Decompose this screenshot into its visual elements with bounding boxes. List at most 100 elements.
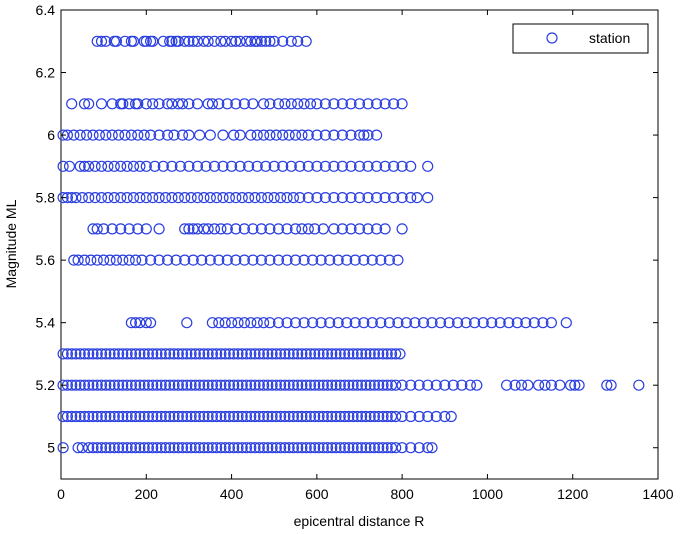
data-point: [57, 348, 69, 360]
data-point: [319, 160, 331, 172]
data-point: [503, 317, 515, 329]
data-point: [142, 348, 154, 360]
data-point: [151, 442, 163, 454]
data-point: [324, 254, 336, 266]
data-point: [383, 254, 395, 266]
data-point: [258, 317, 270, 329]
data-point: [83, 160, 95, 172]
data-point: [396, 98, 408, 110]
data-point: [270, 410, 282, 423]
data-point: [283, 442, 295, 454]
data-point: [360, 410, 372, 423]
data-point: [215, 223, 227, 235]
data-point: [72, 254, 84, 266]
data-point: [266, 348, 278, 360]
data-point: [213, 317, 225, 329]
data-point: [164, 442, 176, 454]
data-point: [520, 317, 532, 329]
data-point: [236, 379, 248, 391]
data-point: [362, 160, 374, 172]
data-point: [349, 254, 361, 266]
data-point: [326, 348, 338, 360]
data-point: [185, 192, 197, 204]
data-point: [413, 379, 425, 391]
data-point: [228, 379, 240, 391]
data-point: [353, 160, 366, 172]
data-point: [311, 192, 323, 204]
data-point: [368, 410, 380, 423]
data-point: [304, 98, 317, 110]
data-point: [157, 160, 169, 172]
data-point: [396, 160, 408, 172]
data-point: [83, 192, 95, 204]
data-point: [159, 348, 172, 360]
data-point: [258, 98, 270, 110]
data-point: [396, 442, 408, 454]
data-point: [309, 410, 321, 423]
data-point: [183, 129, 195, 141]
data-point: [385, 348, 398, 360]
data-point: [422, 160, 434, 172]
data-point: [302, 192, 314, 204]
data-point: [633, 379, 645, 391]
data-point: [258, 410, 270, 423]
data-point: [249, 442, 261, 454]
data-point: [251, 129, 263, 141]
data-point: [439, 379, 451, 391]
data-point: [268, 160, 280, 172]
data-point: [74, 348, 86, 360]
data-point: [121, 379, 133, 391]
data-point: [153, 192, 165, 204]
data-point: [292, 442, 304, 454]
data-point: [78, 348, 91, 360]
data-point: [87, 442, 99, 454]
data-point: [228, 410, 240, 423]
data-point: [251, 35, 263, 47]
data-point: [279, 410, 291, 423]
data-point: [330, 348, 342, 360]
data-point: [275, 410, 287, 423]
data-point: [61, 410, 74, 423]
data-point: [422, 410, 434, 423]
data-point: [277, 160, 289, 172]
data-point: [258, 442, 270, 454]
data-point: [238, 254, 250, 266]
data-points: [57, 35, 645, 454]
data-point: [104, 254, 116, 266]
data-point: [413, 442, 425, 454]
data-point: [281, 254, 293, 266]
data-point: [159, 379, 172, 391]
data-point: [142, 442, 154, 454]
data-point: [371, 160, 383, 172]
data-point: [213, 98, 225, 110]
data-point: [272, 98, 285, 110]
data-point: [219, 410, 231, 423]
data-point: [345, 129, 357, 141]
data-point: [381, 348, 393, 360]
data-point: [151, 410, 163, 423]
data-point: [353, 129, 366, 141]
data-point: [91, 348, 103, 360]
data-point: [385, 379, 398, 391]
data-point: [339, 410, 351, 423]
data-point: [339, 379, 351, 391]
data-point: [262, 410, 274, 423]
data-point: [87, 348, 99, 360]
data-point: [268, 192, 280, 204]
data-point: [189, 348, 201, 360]
data-point: [422, 192, 434, 204]
data-point: [381, 410, 393, 423]
data-point: [464, 379, 476, 391]
data-point: [191, 160, 204, 172]
data-point: [264, 129, 276, 141]
data-point: [262, 348, 274, 360]
data-point: [215, 35, 227, 47]
data-point: [68, 254, 80, 266]
data-point: [83, 98, 95, 110]
data-point: [155, 379, 167, 391]
data-point: [187, 223, 199, 235]
data-point: [379, 98, 391, 110]
data-point: [134, 160, 146, 172]
data-point: [76, 192, 88, 204]
data-point: [123, 254, 135, 266]
